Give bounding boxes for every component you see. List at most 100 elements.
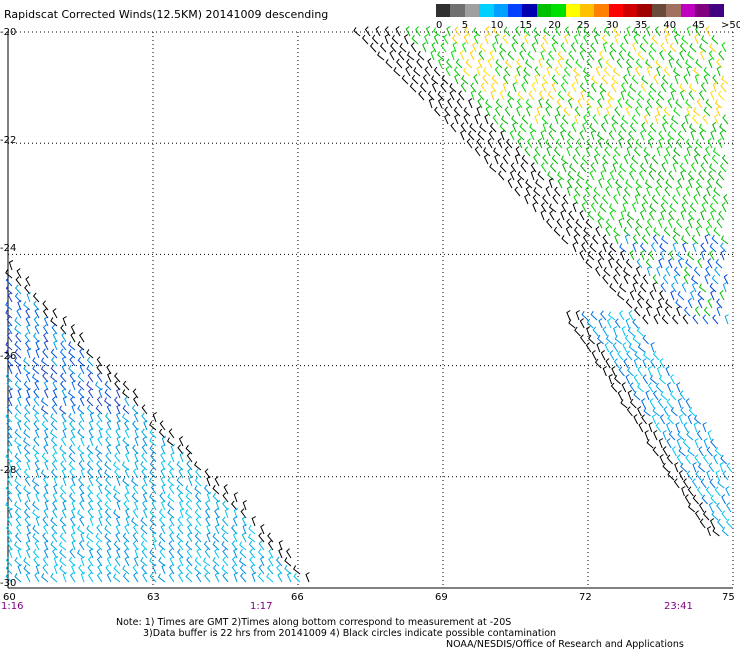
wind-barb: [14, 380, 22, 391]
wind-barb: [603, 66, 611, 77]
wind-barb: [115, 532, 121, 543]
wind-barb: [660, 202, 667, 213]
legend-label-2: 10: [490, 20, 504, 31]
wind-barb: [686, 66, 691, 77]
wind-barb: [267, 540, 274, 551]
wind-barb: [672, 67, 681, 77]
wind-barb: [35, 516, 41, 527]
wind-barb: [677, 398, 682, 409]
wind-barb: [698, 90, 705, 101]
wind-barb: [5, 349, 13, 359]
wind-barb: [670, 90, 676, 101]
wind-barb: [424, 66, 431, 77]
wind-barb: [87, 468, 94, 479]
wind-barb: [656, 146, 661, 157]
wind-barb: [579, 50, 585, 61]
wind-barb: [95, 476, 103, 487]
wind-barb: [507, 98, 513, 109]
wind-barb: [461, 75, 469, 85]
wind-barb: [626, 26, 631, 37]
wind-barb: [690, 290, 695, 301]
wind-barb: [561, 235, 569, 245]
wind-barb: [708, 50, 715, 61]
wind-barb: [683, 274, 689, 285]
wind-barb: [14, 501, 22, 511]
wind-barb: [647, 366, 652, 377]
wind-barb: [124, 468, 130, 479]
wind-barb: [640, 82, 647, 93]
wind-barb: [685, 59, 693, 69]
legend-swatch-13: [623, 4, 638, 17]
legend-label-4: 20: [548, 20, 561, 31]
wind-barb: [88, 428, 94, 439]
wind-barb: [537, 171, 545, 181]
wind-barb: [517, 90, 525, 101]
wind-barb: [456, 98, 463, 109]
wind-barb: [106, 420, 112, 431]
wind-barb: [696, 430, 703, 441]
wind-barb: [14, 348, 22, 359]
wind-barb: [643, 154, 649, 165]
wind-barb: [79, 396, 85, 407]
wind-barb: [212, 532, 220, 543]
wind-barb: [7, 396, 13, 407]
wind-barb: [592, 326, 599, 337]
wind-barb: [674, 462, 679, 473]
wind-barb: [641, 414, 647, 425]
wind-barb: [6, 332, 13, 343]
wind-barb: [140, 516, 148, 527]
legend-label-0: 0: [436, 20, 443, 31]
wind-barb: [14, 292, 22, 303]
wind-barb: [97, 564, 103, 575]
wind-barb: [586, 326, 591, 337]
wind-barb: [68, 460, 76, 471]
wind-barb: [500, 130, 505, 141]
wind-barb: [627, 366, 634, 377]
wind-barb: [43, 388, 49, 399]
wind-barb: [579, 42, 587, 53]
wind-barb: [687, 251, 695, 261]
wind-barb: [646, 66, 652, 77]
wind-barb: [411, 74, 419, 85]
wind-barb: [23, 357, 31, 367]
wind-barb: [525, 179, 533, 189]
wind-barb: [293, 572, 301, 583]
wind-barb: [168, 524, 175, 535]
wind-barb: [185, 564, 193, 575]
wind-barb: [116, 404, 121, 415]
wind-barb: [689, 202, 697, 213]
wind-barb: [696, 218, 703, 229]
wind-barb: [466, 138, 473, 149]
wind-barb: [658, 130, 665, 141]
wind-barb: [590, 162, 597, 173]
wind-barb: [406, 51, 415, 61]
wind-barb: [653, 227, 661, 237]
wind-barb: [104, 508, 112, 519]
wind-barb: [23, 420, 31, 431]
wind-barb: [589, 170, 595, 181]
wind-barb: [677, 258, 683, 269]
wind-barb: [652, 390, 659, 401]
wind-barb: [68, 492, 76, 503]
wind-barb: [663, 106, 671, 117]
wind-barb: [160, 444, 166, 455]
wind-barb: [123, 548, 130, 559]
legend-swatch-6: [522, 4, 537, 17]
wind-barb: [652, 446, 659, 457]
wind-barb: [642, 274, 649, 285]
wind-barb: [86, 525, 94, 535]
wind-barb: [149, 493, 157, 503]
wind-barb: [675, 58, 683, 69]
wind-barb: [549, 162, 557, 173]
wind-barb: [684, 226, 691, 237]
wind-barb: [714, 486, 721, 497]
wind-barb: [70, 516, 76, 527]
wind-barb: [5, 413, 13, 423]
wind-barb: [68, 452, 76, 463]
wind-barb: [657, 298, 663, 309]
wind-barb: [603, 114, 609, 125]
wind-barb: [720, 454, 727, 465]
wind-barb: [50, 364, 58, 375]
wind-barb: [268, 548, 274, 559]
wind-barb: [523, 67, 531, 77]
